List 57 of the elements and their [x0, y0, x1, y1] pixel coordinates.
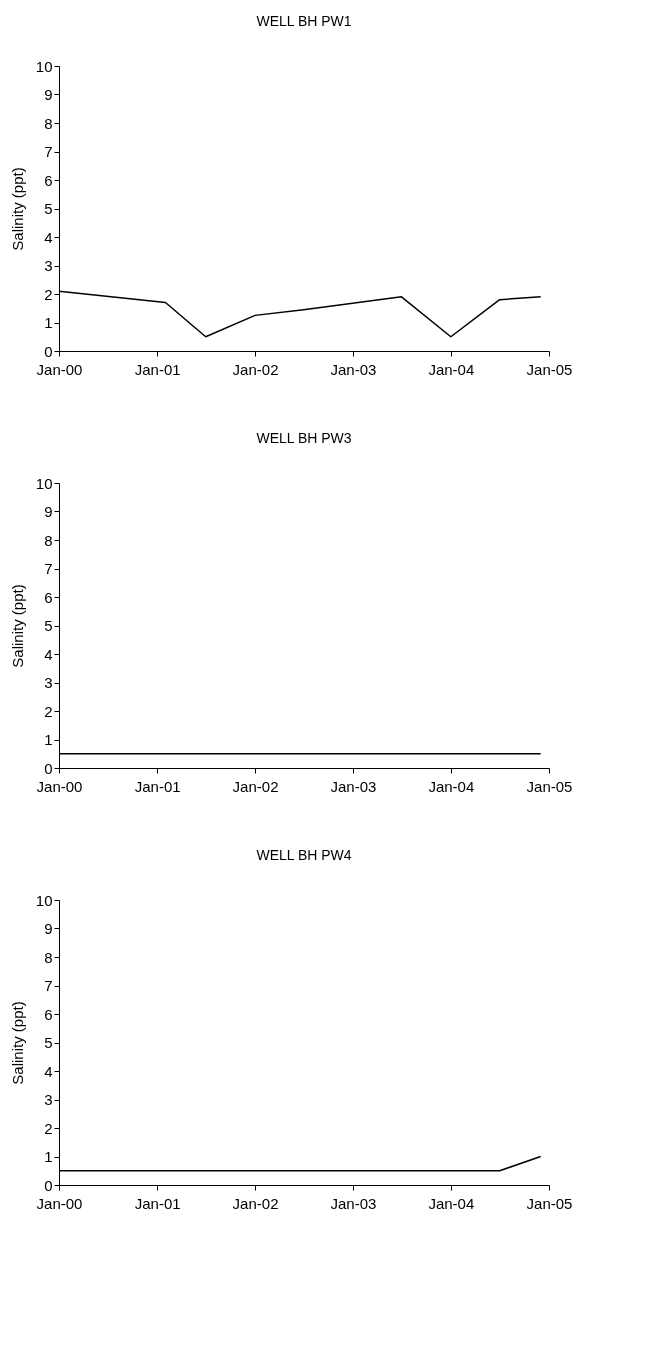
y-tick-label: 1 — [44, 314, 53, 331]
x-tick-label: Jan-00 — [36, 777, 83, 795]
x-tick-label: Jan-05 — [526, 1194, 573, 1212]
y-tick-label: 5 — [44, 617, 53, 634]
y-axis-title: Salinity (ppt) — [8, 167, 26, 251]
y-tick-label: 0 — [44, 1176, 53, 1194]
x-tick-label: Jan-02 — [232, 1194, 279, 1212]
y-tick-label: 4 — [44, 1062, 53, 1080]
y-tick-label: 8 — [44, 531, 53, 549]
y-tick-label: 3 — [44, 1091, 53, 1108]
x-tick-label: Jan-03 — [330, 360, 377, 378]
x-tick-label: Jan-01 — [134, 1194, 181, 1212]
y-tick-label: 1 — [44, 1148, 53, 1165]
y-tick-label: 9 — [44, 503, 53, 520]
y-tick-label: 6 — [44, 1005, 53, 1023]
y-tick-label: 6 — [44, 171, 53, 189]
y-axis-title: Salinity (ppt) — [8, 584, 26, 668]
y-tick-label: 10 — [35, 474, 53, 492]
y-tick-label: 0 — [44, 342, 53, 360]
y-tick-label: 3 — [44, 674, 53, 691]
y-tick-label: 7 — [44, 560, 53, 577]
y-tick-label: 2 — [44, 702, 53, 720]
x-tick-label: Jan-01 — [134, 777, 181, 795]
x-tick-label: Jan-00 — [36, 360, 83, 378]
x-tick-label: Jan-00 — [36, 1194, 83, 1212]
x-tick-label: Jan-02 — [232, 360, 279, 378]
y-tick-label: 8 — [44, 114, 53, 132]
chart-title: WELL BH PW3 — [256, 430, 352, 446]
y-tick-label: 9 — [44, 920, 53, 937]
y-tick-label: 1 — [44, 731, 53, 748]
y-tick-label: 9 — [44, 86, 53, 103]
chart-title: WELL BH PW1 — [256, 13, 352, 29]
y-tick-label: 7 — [44, 143, 53, 160]
x-tick-label: Jan-04 — [428, 1194, 475, 1212]
y-tick-label: 8 — [44, 948, 53, 966]
chart-title: WELL BH PW4 — [256, 847, 352, 863]
y-tick-label: 6 — [44, 588, 53, 606]
y-tick-label: 2 — [44, 1119, 53, 1137]
x-tick-label: Jan-04 — [428, 777, 475, 795]
y-tick-label: 7 — [44, 977, 53, 994]
x-tick-label: Jan-03 — [330, 1194, 377, 1212]
y-tick-label: 4 — [44, 645, 53, 663]
x-tick-label: Jan-02 — [232, 777, 279, 795]
x-tick-label: Jan-01 — [134, 360, 181, 378]
x-tick-label: Jan-03 — [330, 777, 377, 795]
y-tick-label: 4 — [44, 228, 53, 246]
y-tick-label: 10 — [35, 57, 53, 75]
y-axis-title: Salinity (ppt) — [8, 1001, 26, 1085]
y-tick-label: 5 — [44, 200, 53, 217]
x-tick-label: Jan-05 — [526, 777, 573, 795]
y-tick-label: 5 — [44, 1034, 53, 1051]
y-tick-label: 3 — [44, 257, 53, 274]
x-tick-label: Jan-05 — [526, 360, 573, 378]
y-tick-label: 2 — [44, 285, 53, 303]
y-tick-label: 10 — [35, 891, 53, 909]
x-tick-label: Jan-04 — [428, 360, 475, 378]
y-tick-label: 0 — [44, 759, 53, 777]
